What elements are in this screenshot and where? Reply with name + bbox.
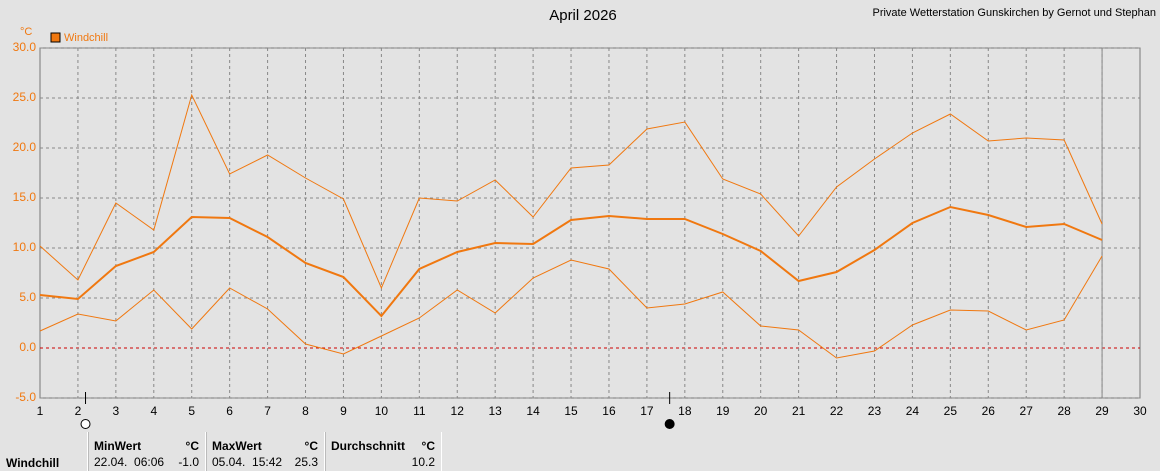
x-tick-label: 12	[451, 404, 465, 418]
x-tick-label: 28	[1057, 404, 1071, 418]
x-tick-label: 23	[868, 404, 882, 418]
series-line	[39, 255, 1103, 359]
x-tick-label: 19	[716, 404, 730, 418]
x-tick-label: 14	[526, 404, 540, 418]
x-tick-label: 29	[1095, 404, 1109, 418]
x-tick-label: 13	[488, 404, 502, 418]
chart-title: April 2026	[549, 7, 617, 24]
x-tick-label: 2	[75, 404, 82, 418]
y-tick-label: -5.0	[15, 390, 36, 404]
x-tick-label: 16	[602, 404, 616, 418]
label: Durchschnitt	[331, 439, 406, 453]
x-tick-label: 3	[113, 404, 120, 418]
time: 05.04. 15:42	[212, 455, 283, 469]
x-tick-label: 1	[37, 404, 44, 418]
series-line	[39, 205, 1103, 318]
time: 22.04. 06:06	[94, 455, 165, 469]
y-tick-label: 0.0	[19, 340, 36, 354]
x-tick-label: 6	[226, 404, 233, 418]
unit: °C	[421, 439, 435, 453]
x-tick-label: 17	[640, 404, 654, 418]
value: 25.3	[294, 455, 318, 469]
legend-label: Windchill	[64, 32, 108, 44]
value: 10.2	[411, 455, 435, 469]
x-tick-label: 10	[375, 404, 389, 418]
x-tick-label: 15	[564, 404, 578, 418]
stats-name: Windchill	[6, 456, 60, 470]
x-tick-label: 20	[754, 404, 768, 418]
stats-max: MaxWert °C 05.04. 15:42 25.3	[206, 432, 325, 471]
x-tick-label: 25	[944, 404, 958, 418]
value: -1.0	[178, 455, 199, 469]
unit: °C	[304, 439, 318, 453]
x-tick-label: 5	[188, 404, 195, 418]
x-tick-label: 24	[906, 404, 920, 418]
y-tick-label: 25.0	[13, 90, 37, 104]
stats-min: MinWert °C 22.04. 06:06 -1.0	[88, 432, 206, 471]
y-tick-label: 10.0	[13, 240, 37, 254]
subtitle: Private Wetterstation Gunskirchen by Ger…	[872, 7, 1156, 19]
y-tick-label: 30.0	[13, 40, 37, 54]
unit: °C	[185, 439, 199, 453]
x-tick-label: 26	[982, 404, 996, 418]
label: MinWert	[94, 439, 142, 453]
label: MaxWert	[212, 439, 262, 453]
moon-marker	[664, 419, 675, 429]
moon-marker	[80, 419, 91, 429]
x-tick-label: 22	[830, 404, 844, 418]
stats-avg: Durchschnitt °C 10.2	[325, 432, 442, 471]
y-tick-label: 20.0	[13, 140, 37, 154]
x-tick-label: 21	[792, 404, 806, 418]
y-unit: °C	[20, 26, 32, 38]
x-tick-label: 8	[302, 404, 309, 418]
legend-swatch	[50, 32, 61, 43]
x-tick-label: 27	[1020, 404, 1034, 418]
x-tick-label: 7	[264, 404, 271, 418]
x-tick-label: 11	[413, 404, 426, 418]
x-tick-label: 30	[1133, 404, 1147, 418]
x-tick-label: 4	[150, 404, 157, 418]
y-tick-label: 5.0	[19, 290, 36, 304]
chart: April 2026 Private Wetterstation Gunskir…	[13, 7, 1156, 429]
plot-area	[39, 47, 1141, 399]
stats-name-cell: Windchill	[0, 432, 88, 471]
series-line	[39, 93, 1103, 290]
y-tick-label: 15.0	[13, 190, 37, 204]
x-tick-label: 18	[678, 404, 692, 418]
x-tick-label: 9	[340, 404, 347, 418]
